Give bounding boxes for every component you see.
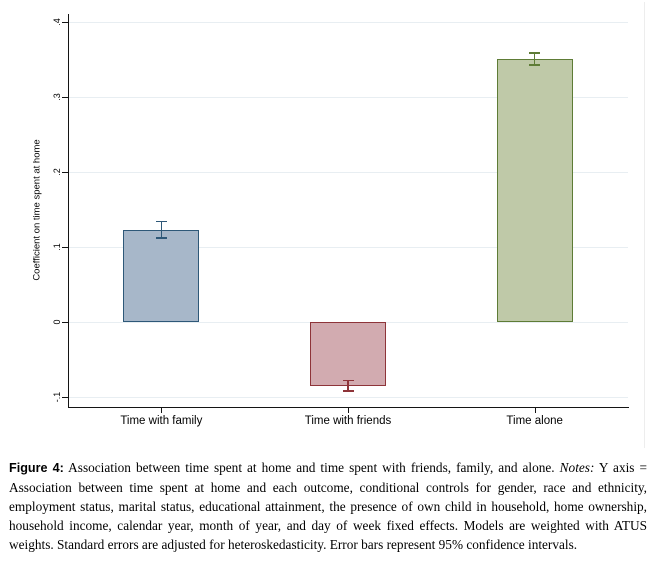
bar-time-with-friends [310, 322, 386, 386]
notes-label: Notes: [559, 460, 595, 475]
y-tick-mark [62, 247, 68, 248]
error-bar-cap-bottom [342, 390, 354, 392]
y-tick-label: .3 [52, 93, 62, 101]
bar-time-with-family [123, 229, 200, 322]
error-bar-cap-top [529, 51, 541, 54]
error-bar-cap-bottom [529, 63, 541, 66]
y-tick-label: .4 [52, 18, 62, 26]
x-tick-mark [161, 408, 163, 413]
y-gridline [68, 172, 628, 173]
x-axis-line [68, 407, 629, 408]
y-tick-label: 0 [52, 319, 62, 325]
graph-region-right-edge [644, 2, 645, 448]
caption-notes-text: Y axis = Association between time spent … [9, 460, 647, 552]
error-bar-cap-top [155, 220, 167, 223]
y-tick-mark [62, 397, 68, 398]
y-tick-mark [62, 172, 68, 173]
x-category-label-time-with-friends: Time with friends [304, 415, 392, 427]
y-tick-mark [62, 97, 68, 98]
x-category-label-time-alone: Time alone [506, 415, 563, 427]
bar-time-alone [496, 58, 573, 322]
figure-caption: Figure 4: Association between time spent… [9, 458, 647, 554]
caption-main-text: Association between time spent at home a… [68, 460, 555, 475]
error-bar-cap-top [342, 379, 354, 382]
y-tick-label: .1 [52, 243, 62, 251]
x-category-label-time-with-family: Time with family [120, 415, 203, 427]
y-tick-label: .2 [52, 168, 62, 176]
y-tick-mark [62, 22, 68, 23]
error-bar-cap-bottom [155, 237, 167, 239]
y-tick-label: -.1 [52, 391, 62, 403]
y-tick-mark [62, 322, 68, 323]
y-gridline [68, 22, 628, 23]
y-axis-line [68, 14, 69, 407]
figure-label: Figure 4: [9, 461, 64, 475]
error-bar-time-with-family [160, 221, 163, 238]
bar-chart: Coefficient on time spent at home -.1 0 .1… [31, 2, 645, 448]
y-gridline [68, 247, 628, 248]
y-gridline [68, 97, 628, 98]
error-bar-time-alone [533, 52, 536, 65]
y-axis-title: Coefficient on time spent at home [31, 138, 43, 281]
error-bar-time-with-friends [347, 380, 349, 391]
x-tick-mark [348, 408, 349, 413]
x-tick-mark [534, 408, 536, 413]
y-gridline [68, 397, 628, 398]
